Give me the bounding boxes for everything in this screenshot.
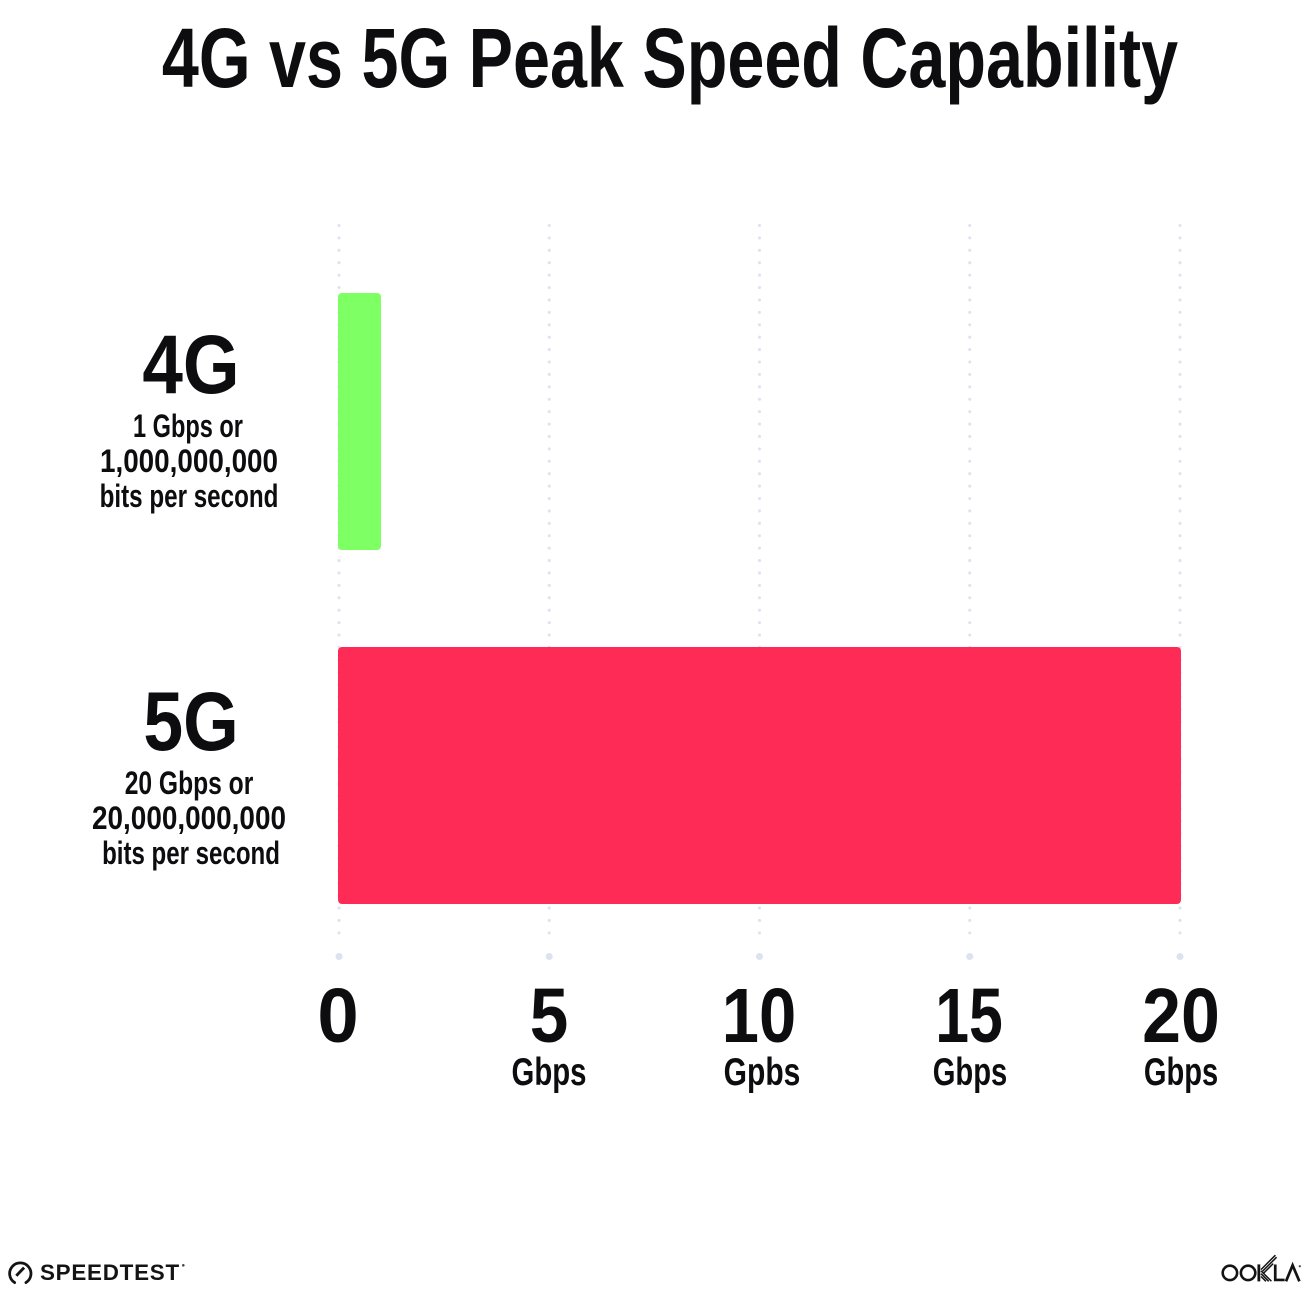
svg-text:SPEEDTEST: SPEEDTEST <box>40 1260 180 1285</box>
